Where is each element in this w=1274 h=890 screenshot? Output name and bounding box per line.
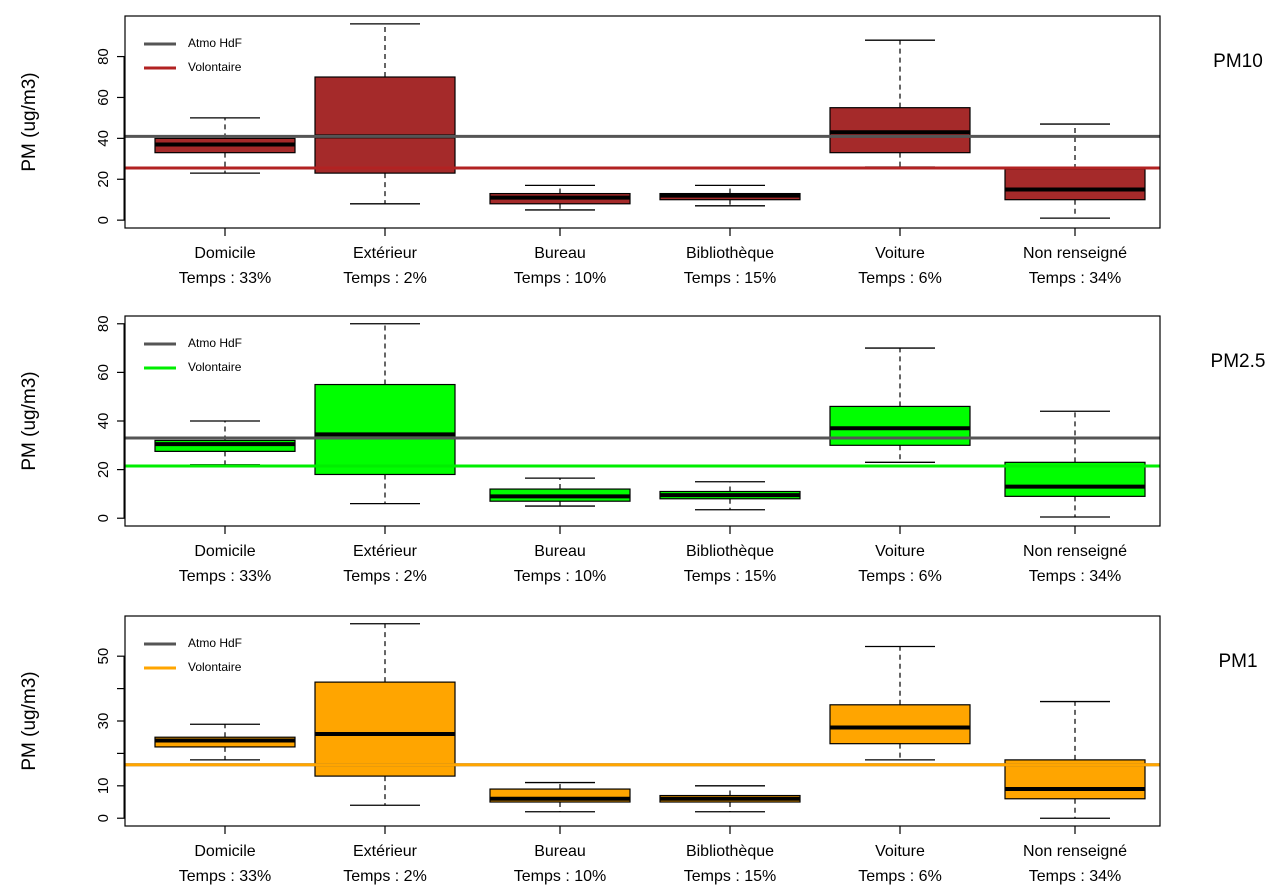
panel-title: PM2.5 — [1211, 351, 1266, 372]
x-time-label: Temps : 6% — [858, 868, 942, 885]
x-time-label: Temps : 33% — [179, 868, 271, 885]
legend: Atmo HdF Volontaire — [144, 36, 242, 74]
legend: Atmo HdF Volontaire — [144, 336, 242, 374]
y-tick-label: 40 — [95, 130, 112, 147]
y-tick-label: 60 — [95, 89, 112, 106]
panel-pm10: 0 20 40 60 80 PM (ug/m3) Domicile Temps : 33% Ex… — [19, 15, 1263, 287]
x-time-label: Temps : 6% — [858, 568, 942, 585]
x-time-label: Temps : 10% — [514, 270, 606, 287]
x-category-label: Bibliothèque — [686, 245, 774, 262]
x-time-label: Temps : 15% — [684, 568, 776, 585]
x-category-label: Bureau — [534, 843, 586, 860]
box-non renseigné — [1004, 168, 1146, 201]
x-time-label: Temps : 10% — [514, 868, 606, 885]
y-tick-label: 50 — [95, 648, 112, 665]
y-tick-label: 20 — [95, 461, 112, 478]
box-extérieur — [314, 681, 456, 777]
legend-entry: Atmo HdF — [188, 636, 242, 650]
x-category-label: Extérieur — [353, 543, 418, 560]
legend-entry: Volontaire — [188, 360, 242, 374]
x-time-label: Temps : 6% — [858, 270, 942, 287]
x-time-label: Temps : 33% — [179, 270, 271, 287]
legend-entry: Atmo HdF — [188, 36, 242, 50]
x-category-label: Non renseigné — [1023, 843, 1127, 860]
panel-title: PM1 — [1218, 651, 1257, 672]
x-time-label: Temps : 33% — [179, 568, 271, 585]
x-category-label: Extérieur — [353, 843, 418, 860]
plot-frame — [124, 15, 1161, 229]
box-extérieur — [314, 383, 456, 476]
x-category-label: Voiture — [875, 245, 925, 262]
legend: Atmo HdF Volontaire — [144, 636, 242, 674]
box-non renseigné — [1004, 461, 1146, 497]
x-category-label: Bibliothèque — [686, 843, 774, 860]
x-time-label: Temps : 2% — [343, 270, 427, 287]
x-category-label: Bureau — [534, 543, 586, 560]
legend-entry: Atmo HdF — [188, 336, 242, 350]
x-category-label: Domicile — [194, 843, 255, 860]
x-category-label: Domicile — [194, 245, 255, 262]
y-tick-label: 30 — [95, 713, 112, 730]
x-category-label: Voiture — [875, 543, 925, 560]
y-tick-label: 0 — [95, 216, 112, 224]
x-time-label: Temps : 34% — [1029, 568, 1121, 585]
x-time-label: Temps : 2% — [343, 568, 427, 585]
x-category-label: Domicile — [194, 543, 255, 560]
y-axis-label: PM (ug/m3) — [19, 671, 40, 770]
y-tick-label: 0 — [95, 814, 112, 822]
x-category-label: Non renseigné — [1023, 245, 1127, 262]
box-voiture — [829, 107, 971, 154]
y-tick-label: 40 — [95, 413, 112, 430]
y-tick-label: 0 — [95, 514, 112, 522]
x-category-label: Voiture — [875, 843, 925, 860]
y-axis-label: PM (ug/m3) — [19, 371, 40, 470]
y-tick-label: 80 — [95, 48, 112, 65]
x-category-label: Extérieur — [353, 245, 418, 262]
panel-title: PM10 — [1213, 51, 1263, 72]
y-tick-label: 20 — [95, 171, 112, 188]
y-axis-label: PM (ug/m3) — [19, 72, 40, 171]
legend-entry: Volontaire — [188, 60, 242, 74]
y-tick-label: 80 — [95, 315, 112, 332]
box-voiture — [829, 704, 971, 745]
x-time-label: Temps : 15% — [684, 868, 776, 885]
box-non renseigné — [1004, 759, 1146, 800]
box-extérieur — [314, 76, 456, 174]
legend-entry: Volontaire — [188, 660, 242, 674]
y-tick-label: 10 — [95, 777, 112, 794]
x-category-label: Bureau — [534, 245, 586, 262]
x-time-label: Temps : 34% — [1029, 868, 1121, 885]
x-time-label: Temps : 10% — [514, 568, 606, 585]
x-time-label: Temps : 2% — [343, 868, 427, 885]
x-category-label: Non renseigné — [1023, 543, 1127, 560]
x-category-label: Bibliothèque — [686, 543, 774, 560]
panel-pm1: 0 10 30 50 PM (ug/m3) Domicile Temps : 33% Exté… — [19, 615, 1258, 885]
x-time-label: Temps : 34% — [1029, 270, 1121, 287]
x-time-label: Temps : 15% — [684, 270, 776, 287]
y-tick-label: 60 — [95, 364, 112, 381]
panel-pm25: 0 20 40 60 80 PM (ug/m3) Domicile Temps : 33% Ex… — [19, 315, 1265, 585]
